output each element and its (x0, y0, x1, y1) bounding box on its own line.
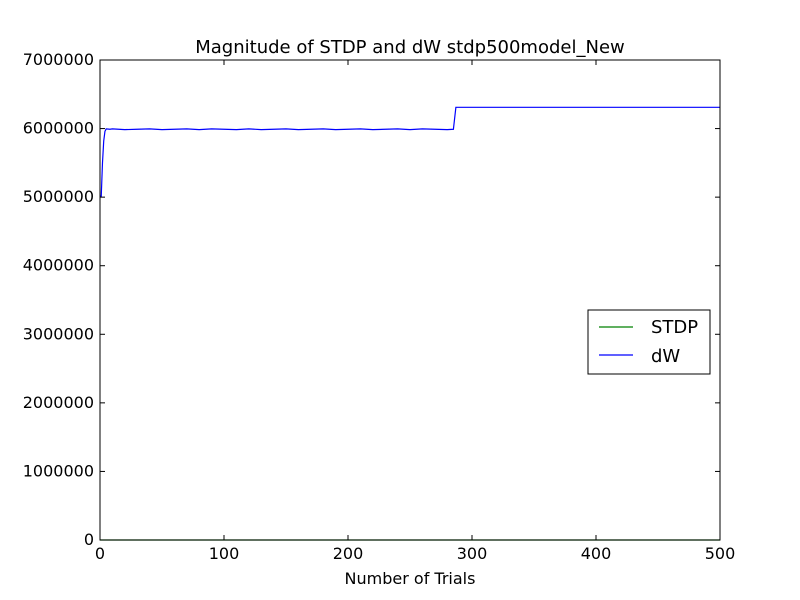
y-tick-label: 3000000 (23, 324, 94, 343)
y-tick-label: 2000000 (23, 393, 94, 412)
legend-label-stdp: STDP (651, 317, 698, 338)
x-axis-label: Number of Trials (345, 569, 476, 588)
legend-label-dw: dW (651, 346, 680, 367)
x-tick-label: 500 (705, 544, 736, 563)
y-tick-label: 0 (84, 530, 94, 549)
plot-frame (99, 59, 721, 541)
x-tick-label: 100 (209, 544, 240, 563)
x-tick-label: 200 (333, 544, 364, 563)
series-line-dw (99, 106, 720, 198)
y-tick-label: 5000000 (23, 187, 94, 206)
legend-box (587, 309, 711, 375)
y-tick-label: 6000000 (23, 119, 94, 138)
x-tick-label: 400 (581, 544, 612, 563)
legend: STDP dW (587, 309, 711, 375)
x-tick-label: 0 (95, 544, 105, 563)
chart-title: Magnitude of STDP and dW stdp500model_Ne… (195, 37, 625, 58)
axes-layer: 0 100 200 300 400 500 0 1000000 2000000 3000000 40… (23, 50, 736, 563)
y-tick-label: 7000000 (23, 50, 94, 69)
y-tick-label: 4000000 (23, 256, 94, 275)
y-tick-label: 1000000 (23, 461, 94, 480)
x-tick-label: 300 (457, 544, 488, 563)
